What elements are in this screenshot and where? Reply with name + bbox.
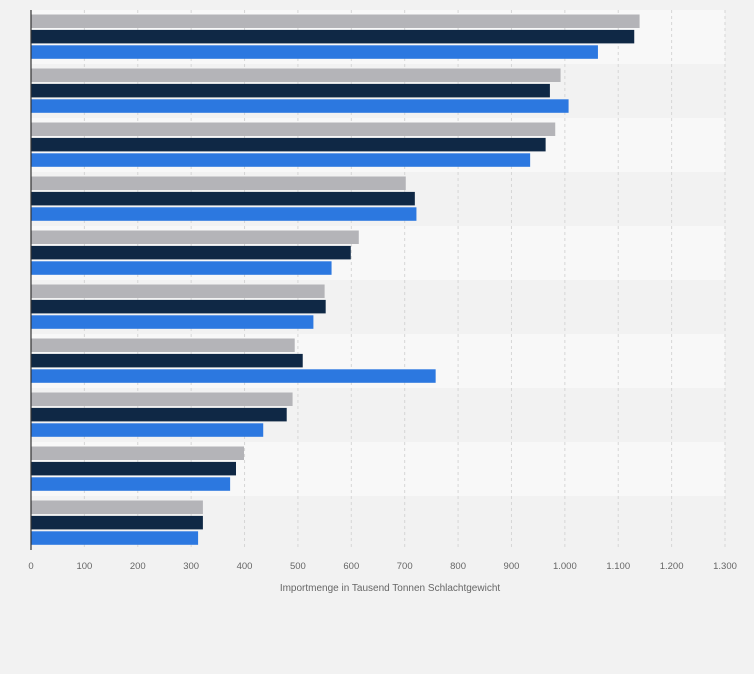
- bar[interactable]: [31, 14, 640, 29]
- x-tick-label: 800: [450, 561, 466, 572]
- bar[interactable]: [31, 515, 203, 530]
- bar[interactable]: [31, 176, 406, 191]
- x-tick-label: 200: [130, 561, 146, 572]
- bar[interactable]: [31, 261, 332, 275]
- bar[interactable]: [31, 407, 287, 422]
- bar[interactable]: [31, 284, 325, 299]
- bar[interactable]: [31, 315, 314, 329]
- x-tick-label: 0: [28, 561, 33, 572]
- bar[interactable]: [31, 392, 293, 407]
- x-tick-label: 500: [290, 561, 306, 572]
- bar[interactable]: [31, 353, 303, 368]
- bar[interactable]: [31, 423, 264, 437]
- bars: [31, 14, 640, 545]
- bar[interactable]: [31, 191, 415, 206]
- bar[interactable]: [31, 153, 531, 167]
- bar[interactable]: [31, 338, 295, 353]
- bar[interactable]: [31, 369, 436, 383]
- bar[interactable]: [31, 83, 550, 98]
- bar[interactable]: [31, 245, 351, 260]
- x-tick-label: 1.000: [553, 561, 577, 572]
- x-tick-label: 1.100: [606, 561, 630, 572]
- bar[interactable]: [31, 99, 569, 113]
- bar[interactable]: [31, 500, 203, 515]
- x-tick-label: 700: [397, 561, 413, 572]
- x-axis: 0 100 200 300 400 500 600 700 800 900 1.000 1.100 1.…: [28, 561, 737, 572]
- x-tick-label: 100: [76, 561, 92, 572]
- bar[interactable]: [31, 207, 417, 221]
- bar[interactable]: [31, 68, 561, 83]
- x-tick-label: 300: [183, 561, 199, 572]
- x-tick-label: 900: [504, 561, 520, 572]
- bar[interactable]: [31, 45, 598, 59]
- bar[interactable]: [31, 531, 199, 545]
- bar[interactable]: [31, 446, 245, 461]
- x-tick-label: 1.200: [660, 561, 684, 572]
- bar[interactable]: [31, 137, 546, 152]
- x-axis-label: Importmenge in Tausend Tonnen Schlachtge…: [280, 583, 501, 594]
- x-tick-label: 400: [237, 561, 253, 572]
- bar[interactable]: [31, 122, 556, 137]
- bar[interactable]: [31, 461, 236, 476]
- bar[interactable]: [31, 230, 359, 245]
- bar[interactable]: [31, 477, 231, 491]
- bar[interactable]: [31, 29, 635, 44]
- x-tick-label: 600: [343, 561, 359, 572]
- x-tick-label: 1.300: [713, 561, 737, 572]
- bar[interactable]: [31, 299, 326, 314]
